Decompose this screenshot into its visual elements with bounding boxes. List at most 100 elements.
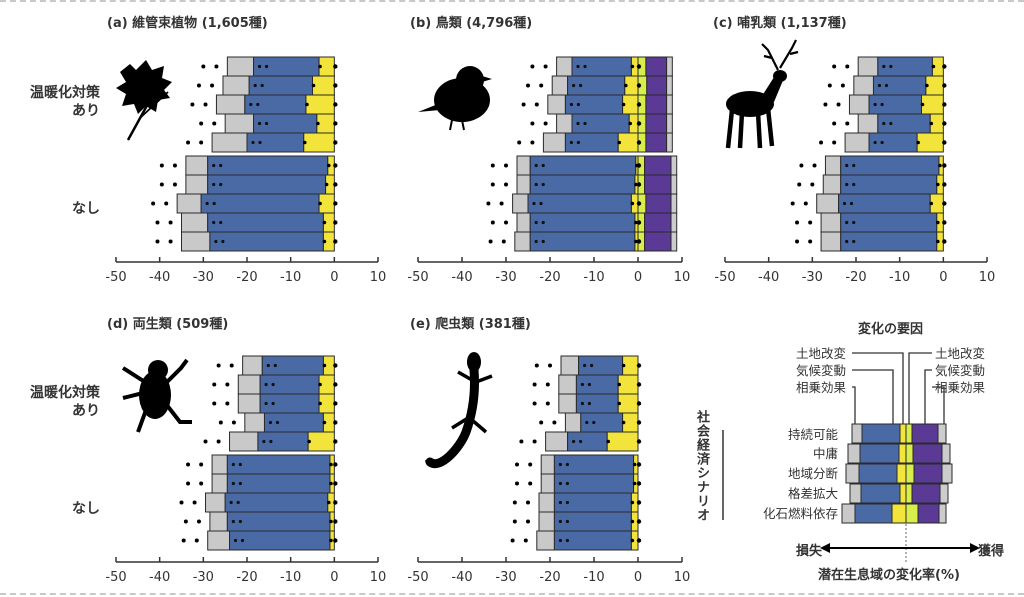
legend-bar-land-loss-3 — [899, 483, 907, 504]
marker-dot-e — [580, 382, 585, 387]
row-label-line2: あり — [72, 403, 100, 419]
marker-dot-d — [322, 420, 327, 425]
marker-dot-a — [258, 140, 262, 145]
marker-dot-b — [569, 140, 574, 145]
bar-climate-loss-c-with_policy-0 — [877, 56, 933, 77]
legend-leader-line — [852, 352, 904, 424]
legend-scenario-4: 化石燃料依存 — [762, 506, 838, 521]
marker-dot-e — [565, 500, 570, 505]
marker-dot-e — [621, 363, 626, 368]
marker-dot-a — [164, 201, 169, 206]
marker-dot-b — [517, 140, 522, 145]
x-tick-label-e: -40 — [451, 570, 472, 585]
marker-dot-c — [845, 121, 850, 126]
bar-synergy-gain-b-without_policy-2 — [670, 193, 678, 214]
bar-synergy-loss-a-with_policy-1 — [222, 75, 250, 96]
marker-dot-e — [565, 462, 570, 467]
row-label-without-policy-bottom: なし — [72, 501, 100, 517]
marker-dot-a — [210, 83, 215, 88]
legend-title: 変化の要因 — [858, 322, 924, 337]
x-tick-label-e: 10 — [674, 570, 691, 585]
legend-bar-climate-loss-3 — [860, 483, 901, 504]
marker-dot-a — [203, 102, 208, 107]
marker-dot-e — [636, 462, 642, 467]
leaf-icon — [116, 60, 172, 141]
marker-dot-b — [628, 121, 632, 126]
marker-dot-e — [585, 420, 589, 425]
marker-dot-d — [229, 363, 234, 368]
marker-dot-e — [587, 382, 592, 387]
marker-dot-b — [486, 201, 491, 206]
legend-xaxis-label: 潜在生息域の変化率(%) — [818, 568, 960, 583]
x-tick-label-b: 10 — [674, 270, 691, 285]
marker-dot-a — [318, 201, 322, 206]
bar-climate-loss-c-with_policy-2 — [868, 94, 922, 115]
marker-dot-d — [318, 382, 322, 387]
marker-dot-a — [168, 220, 173, 225]
bar-synergy-loss-e-without_policy-1 — [540, 473, 555, 494]
marker-dot-b — [636, 140, 642, 145]
marker-dot-e — [558, 462, 563, 467]
legend-scenario-3: 格差拡大 — [787, 486, 838, 501]
marker-dot-e — [545, 382, 550, 387]
x-tick-label-d: -30 — [193, 570, 214, 585]
marker-dot-b — [576, 102, 581, 107]
marker-dot-a — [205, 201, 209, 206]
marker-dot-e — [534, 363, 539, 368]
marker-dot-d — [333, 500, 338, 505]
marker-dot-d — [307, 439, 311, 444]
marker-dot-d — [231, 462, 235, 467]
bar-climate-loss-d-without_policy-1 — [226, 473, 331, 494]
marker-dot-a — [260, 83, 264, 88]
marker-dot-e — [632, 462, 637, 467]
bar-climate-gain-b-without_policy-1 — [644, 174, 672, 195]
marker-dot-e — [519, 439, 524, 444]
marker-dot-a — [249, 102, 253, 107]
panel-c-title: (c) 哺乳類 (1,137種) — [713, 16, 847, 31]
marker-dot-d — [262, 439, 266, 444]
marker-dot-d — [225, 401, 230, 406]
marker-dot-b — [576, 140, 581, 145]
marker-dot-b — [576, 121, 580, 126]
marker-dot-c — [823, 102, 828, 107]
legend-bar-synergy-gain-4 — [938, 503, 947, 524]
marker-dot-b — [576, 64, 580, 69]
marker-dot-b — [490, 182, 495, 187]
bar-synergy-loss-c-without_policy-4 — [820, 231, 842, 252]
marker-dot-b — [530, 140, 535, 145]
marker-dot-d — [212, 401, 217, 406]
marker-dot-e — [590, 363, 594, 368]
x-tick-label-d: -40 — [149, 570, 170, 585]
bar-synergy-loss-b-with_policy-0 — [556, 56, 573, 77]
legend-scenario-2: 地域分断 — [787, 466, 838, 481]
marker-dot-b — [541, 239, 545, 244]
x-tick-label-d: 0 — [330, 570, 338, 585]
marker-dot-c — [882, 121, 886, 126]
bar-climate-loss-b-with_policy-3 — [571, 113, 630, 134]
marker-dot-b — [583, 121, 587, 126]
marker-dot-b — [636, 239, 642, 244]
marker-dot-a — [324, 182, 329, 187]
marker-dot-c — [873, 140, 877, 145]
row-label-with-policy-top: 温暖化対策 あり — [10, 84, 100, 120]
marker-dot-d — [333, 439, 338, 444]
marker-dot-a — [333, 83, 338, 88]
marker-dot-a — [168, 239, 173, 244]
marker-dot-b — [534, 163, 538, 168]
marker-dot-b — [488, 239, 493, 244]
marker-dot-d — [318, 401, 322, 406]
x-tick-label-e: -30 — [495, 570, 516, 585]
bar-climate-loss-b-with_policy-4 — [564, 132, 619, 153]
bar-synergy-loss-d-without_policy-4 — [207, 530, 231, 551]
marker-dot-c — [842, 201, 847, 206]
bar-climate-loss-c-with_policy-1 — [872, 75, 927, 96]
marker-dot-d — [218, 420, 223, 425]
marker-dot-c — [942, 201, 947, 206]
marker-dot-e — [587, 401, 592, 406]
bar-synergy-loss-b-without_policy-0 — [516, 155, 531, 176]
legend-bar-land-loss-1 — [898, 443, 907, 464]
marker-dot-b — [490, 163, 495, 168]
marker-dot-d — [271, 401, 275, 406]
marker-dot-e — [510, 538, 515, 543]
legend-bar-synergy-loss-2 — [845, 463, 860, 484]
